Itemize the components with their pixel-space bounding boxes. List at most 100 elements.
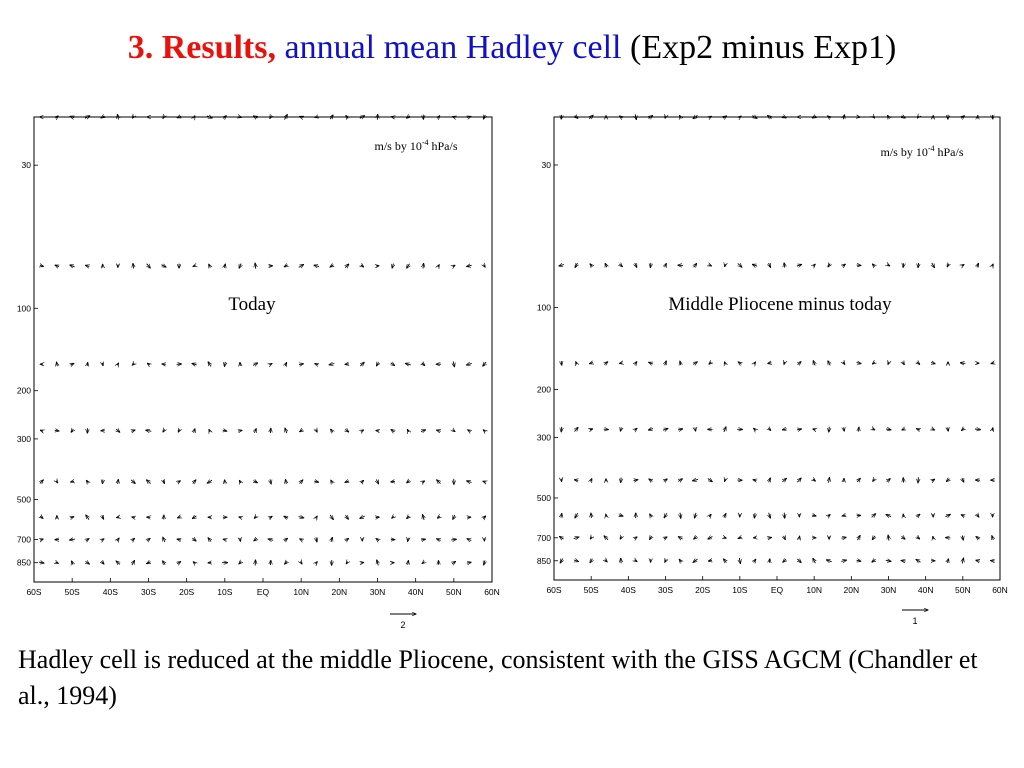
wind-vector <box>345 364 349 365</box>
y-tick-label: 700 <box>17 535 31 545</box>
wind-vector <box>345 481 349 483</box>
wind-vector <box>754 362 756 364</box>
wind-vector <box>116 429 120 432</box>
plot-frame <box>553 116 1001 581</box>
y-tick-label: 200 <box>17 386 31 396</box>
wind-vector <box>452 562 456 564</box>
wind-vector <box>360 362 364 366</box>
wind-vector <box>70 265 75 267</box>
wind-vector <box>888 362 889 365</box>
wind-vector <box>902 429 905 431</box>
wind-vector <box>841 560 846 561</box>
wind-vector <box>208 538 211 542</box>
x-tick-label: 50S <box>584 585 599 595</box>
wind-vector <box>39 562 44 563</box>
wind-vector <box>286 480 287 484</box>
wind-vector <box>331 480 333 483</box>
wind-vector <box>590 537 592 539</box>
wind-vector <box>620 428 621 432</box>
wind-vector <box>797 559 801 563</box>
wind-vector <box>680 512 681 519</box>
wind-vector <box>345 538 348 540</box>
wind-vector <box>331 537 332 543</box>
wind-vector <box>423 263 424 269</box>
wind-vector <box>797 478 801 483</box>
wind-vector <box>329 364 335 365</box>
wind-vector <box>316 562 318 564</box>
wind-vector <box>57 362 58 366</box>
panel-label: Middle Pliocene minus today <box>668 294 892 315</box>
wind-vector <box>453 265 455 266</box>
wind-vector <box>133 263 134 269</box>
wind-vector <box>589 115 593 119</box>
wind-vector <box>709 362 711 364</box>
wind-vector <box>962 265 964 267</box>
wind-vector <box>40 480 43 484</box>
wind-vector <box>86 561 90 564</box>
wind-vector <box>739 557 740 564</box>
wind-vector <box>872 429 874 430</box>
wind-vector <box>223 116 226 119</box>
x-tick-label: 60N <box>484 587 500 597</box>
wind-vector <box>300 116 303 117</box>
x-tick-label: 20N <box>332 587 348 597</box>
wind-vector <box>901 561 906 562</box>
wind-vector <box>346 562 348 564</box>
wind-vector <box>769 512 771 518</box>
wind-vector <box>946 479 949 482</box>
wind-vector <box>678 537 682 539</box>
wind-vector <box>665 559 666 562</box>
units-exponent: -4 <box>422 138 429 147</box>
wind-vector <box>284 538 287 541</box>
wind-vector <box>886 514 892 516</box>
wind-vector <box>467 539 472 541</box>
y-tick-label: 700 <box>537 533 551 543</box>
wind-vector <box>753 480 756 481</box>
wind-vector <box>407 430 408 432</box>
wind-vector <box>298 364 303 365</box>
wind-vector <box>738 362 741 364</box>
wind-vector <box>782 429 787 430</box>
wind-vector <box>376 479 378 484</box>
wind-vector <box>844 428 845 432</box>
wind-vector <box>798 362 801 365</box>
wind-vector <box>784 263 785 268</box>
wind-vector <box>575 512 578 518</box>
wind-vector <box>208 362 211 367</box>
wind-vector <box>254 538 257 541</box>
wind-vector <box>330 115 333 120</box>
wind-vector <box>407 263 410 269</box>
wind-vector <box>813 558 816 564</box>
wind-vector <box>118 479 119 485</box>
wind-vector <box>724 559 727 563</box>
title-suffix: (Exp2 minus Exp1) <box>630 29 897 66</box>
wind-vector <box>784 536 786 540</box>
wind-vector <box>101 561 104 564</box>
wind-vector <box>285 428 287 434</box>
wind-vector <box>693 115 698 118</box>
wind-vector <box>872 536 875 540</box>
wind-vector <box>193 480 196 484</box>
x-tick-label: 10S <box>732 585 747 595</box>
wind-vector <box>619 264 622 267</box>
wind-vector <box>575 262 577 268</box>
wind-vector <box>240 538 241 541</box>
wind-vector <box>451 539 456 540</box>
wind-vector <box>69 539 75 540</box>
wind-vector <box>285 561 288 564</box>
wind-vector <box>117 517 120 518</box>
wind-vector <box>665 116 666 119</box>
wind-vector <box>962 558 963 564</box>
wind-vector <box>678 479 682 482</box>
wind-vector <box>285 115 288 120</box>
x-tick-label: 40S <box>621 585 636 595</box>
wind-vector <box>590 429 593 430</box>
reference-vector-label: 2 <box>400 620 405 630</box>
wind-vector <box>225 480 226 484</box>
wind-vector <box>575 427 579 432</box>
wind-vector <box>467 265 472 266</box>
wind-vector <box>437 430 441 431</box>
wind-vector <box>177 116 181 118</box>
wind-vector <box>40 516 43 518</box>
wind-vector <box>70 363 74 365</box>
